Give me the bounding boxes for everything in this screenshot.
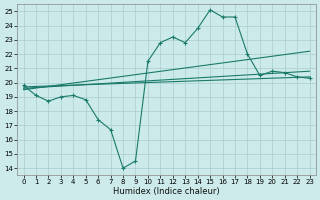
X-axis label: Humidex (Indice chaleur): Humidex (Indice chaleur) xyxy=(113,187,220,196)
